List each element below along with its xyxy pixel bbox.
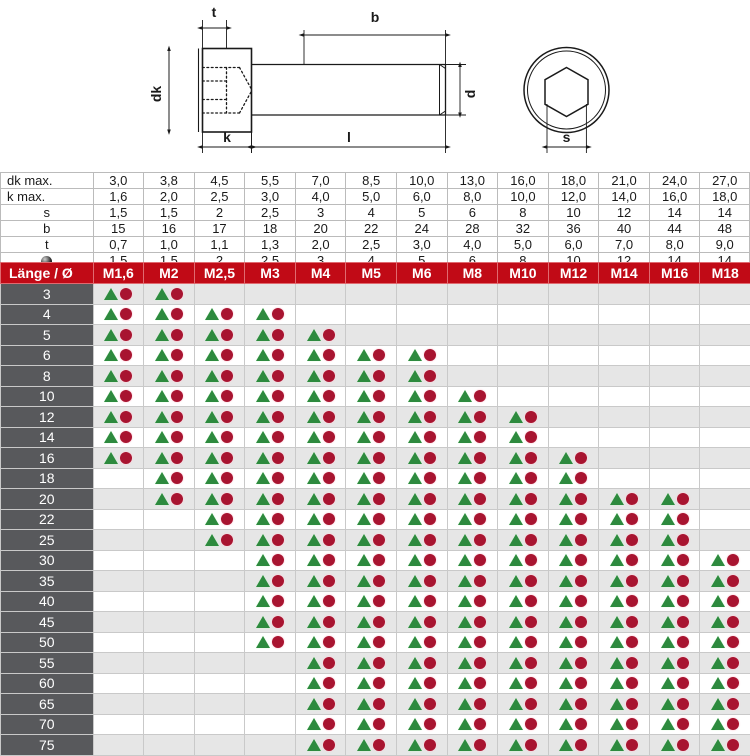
- svg-text:l: l: [347, 129, 351, 145]
- svg-text:dk: dk: [148, 86, 164, 103]
- svg-text:k: k: [223, 129, 231, 145]
- svg-text:s: s: [563, 129, 571, 145]
- svg-text:t: t: [212, 4, 217, 20]
- svg-text:b: b: [371, 9, 380, 25]
- svg-text:d: d: [462, 90, 478, 99]
